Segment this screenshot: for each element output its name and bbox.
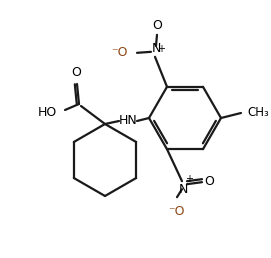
Text: ⁻O: ⁻O xyxy=(168,205,184,218)
Text: +: + xyxy=(185,174,193,184)
Text: ⁻O: ⁻O xyxy=(111,46,128,59)
Text: N: N xyxy=(178,183,188,196)
Text: HN: HN xyxy=(119,114,137,126)
Text: O: O xyxy=(152,19,162,32)
Text: O: O xyxy=(71,66,81,79)
Text: O: O xyxy=(204,175,214,188)
Text: +: + xyxy=(157,44,165,54)
Text: HO: HO xyxy=(38,107,57,119)
Text: CH₃: CH₃ xyxy=(247,106,269,118)
Text: N: N xyxy=(151,42,161,55)
